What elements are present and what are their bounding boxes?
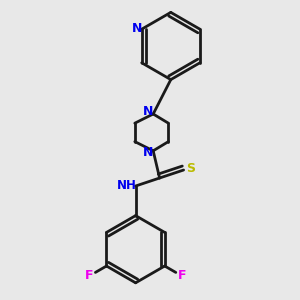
Text: S: S	[186, 162, 195, 175]
Text: N: N	[143, 146, 154, 159]
Text: F: F	[85, 269, 94, 282]
Text: N: N	[131, 22, 142, 35]
Text: NH: NH	[117, 178, 136, 191]
Text: N: N	[143, 105, 154, 118]
Text: F: F	[178, 269, 186, 282]
